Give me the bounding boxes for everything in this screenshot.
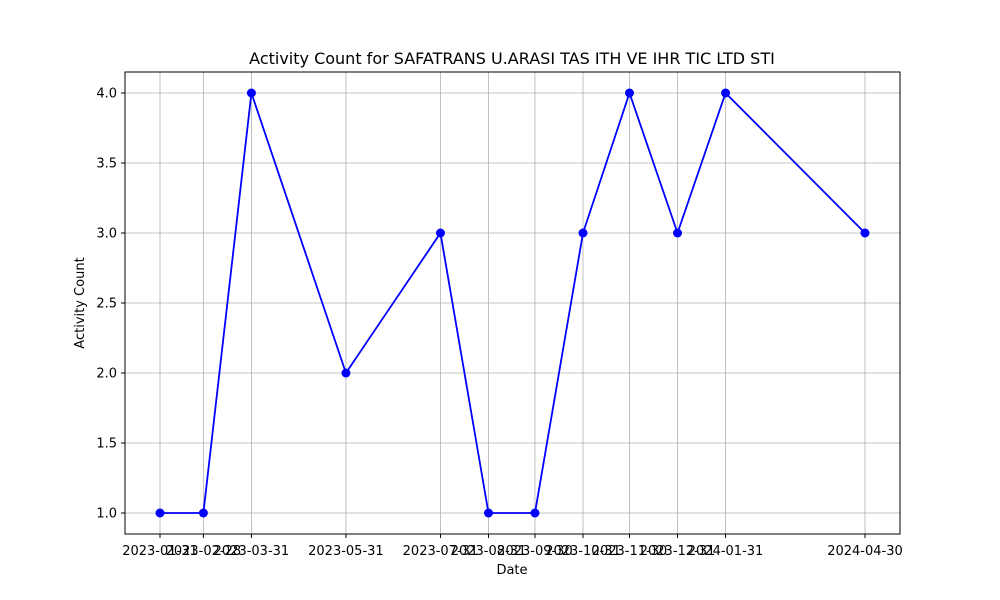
- data-point: [530, 508, 540, 518]
- y-tick-label: 4.0: [96, 87, 117, 102]
- data-point: [246, 88, 256, 98]
- series-line: [160, 92, 866, 514]
- x-tick-label: 2023-12-31: [640, 544, 716, 559]
- grid-lines: [125, 72, 900, 534]
- y-tick-label: 1.0: [96, 507, 117, 522]
- x-tick-label: 2023-10-31: [545, 544, 621, 559]
- data-point: [435, 228, 445, 238]
- data-point: [483, 508, 493, 518]
- y-tick-label: 1.5: [96, 437, 117, 452]
- series-layer: [155, 88, 870, 518]
- data-point: [198, 508, 208, 518]
- x-tick-label: 2023-02-28: [166, 544, 242, 559]
- x-tick-label: 2023-05-31: [308, 544, 384, 559]
- x-tick-label: 2023-03-31: [214, 544, 290, 559]
- data-point: [860, 228, 870, 238]
- x-axis-label: Date: [496, 563, 527, 578]
- y-tick-label: 3.0: [96, 227, 117, 242]
- x-tick-label: 2023-09-30: [497, 544, 573, 559]
- data-point: [624, 88, 634, 98]
- chart-title: Activity Count for SAFATRANS U.ARASI TAS…: [249, 49, 775, 68]
- data-point: [341, 368, 351, 378]
- x-tick-label: 2024-04-30: [827, 544, 903, 559]
- x-tick-label: 2023-11-30: [592, 544, 668, 559]
- y-tick-label: 2.0: [96, 367, 117, 382]
- data-point: [673, 228, 683, 238]
- data-point: [578, 228, 588, 238]
- y-tick-label: 3.5: [96, 157, 117, 172]
- axis-ticks: 1.0 1.5 2.0 2.5 3.0 3.5 4.0 2023-01-312023-02-2…: [96, 87, 902, 560]
- x-tick-label: 2024-01-31: [688, 544, 764, 559]
- data-point: [155, 508, 165, 518]
- x-tick-label: 2023-08-31: [451, 544, 527, 559]
- y-axis-label: Activity Count: [73, 257, 88, 348]
- x-tick-label: 2023-07-31: [403, 544, 479, 559]
- x-tick-label: 2023-01-31: [122, 544, 198, 559]
- y-tick-label: 2.5: [96, 297, 117, 312]
- data-point: [721, 88, 731, 98]
